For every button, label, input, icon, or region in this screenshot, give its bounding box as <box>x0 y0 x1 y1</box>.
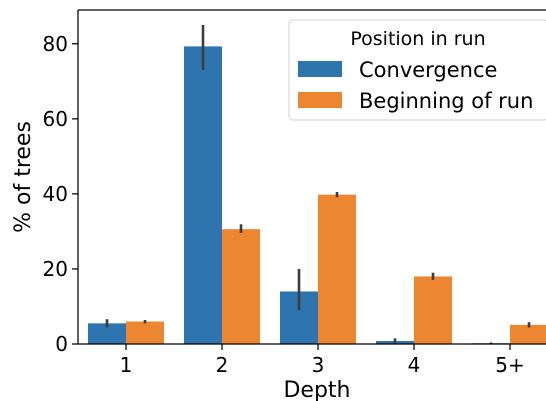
x-axis-title: Depth <box>283 378 350 401</box>
x-tick-label-2: 2 <box>216 353 229 377</box>
bar-beginning-of-run-3 <box>318 194 356 344</box>
legend-label-convergence: Convergence <box>359 58 497 82</box>
axes-layer <box>77 9 546 345</box>
legend-title: Position in run <box>350 28 485 50</box>
legend-label-beginning-of-run: Beginning of run <box>359 89 533 113</box>
y-axis-title: % of trees <box>11 121 36 233</box>
y-tick-label-0: 0 <box>55 332 68 356</box>
x-tick-label-5: 5+ <box>495 353 524 377</box>
x-tick-label-1: 1 <box>120 353 133 377</box>
x-ticks-layer: 1 2 3 4 5+ <box>120 344 525 377</box>
bar-convergence-1 <box>88 323 126 344</box>
bar-beginning-of-run-4 <box>414 276 452 344</box>
legend-frame <box>288 19 546 121</box>
x-tick-label-3: 3 <box>312 353 325 377</box>
y-ticks-layer: 0 20 40 60 80 <box>43 32 78 356</box>
y-tick-label-20: 20 <box>43 257 68 281</box>
bar-beginning-of-run-1 <box>126 321 164 344</box>
legend-swatch-beginning-of-run <box>298 92 342 108</box>
bar-beginning-of-run-5 <box>510 324 546 344</box>
x-tick-label-4: 4 <box>408 353 421 377</box>
error-bars-layer <box>105 25 531 344</box>
y-tick-label-40: 40 <box>43 182 68 206</box>
y-tick-label-60: 60 <box>43 107 68 131</box>
y-tick-label-80: 80 <box>43 32 68 56</box>
legend: Position in run Convergence Beginning of… <box>288 19 546 121</box>
bar-convergence-2 <box>184 46 222 344</box>
bars-layer <box>88 46 546 344</box>
bar-beginning-of-run-2 <box>222 229 260 344</box>
legend-swatch-convergence <box>298 61 342 77</box>
